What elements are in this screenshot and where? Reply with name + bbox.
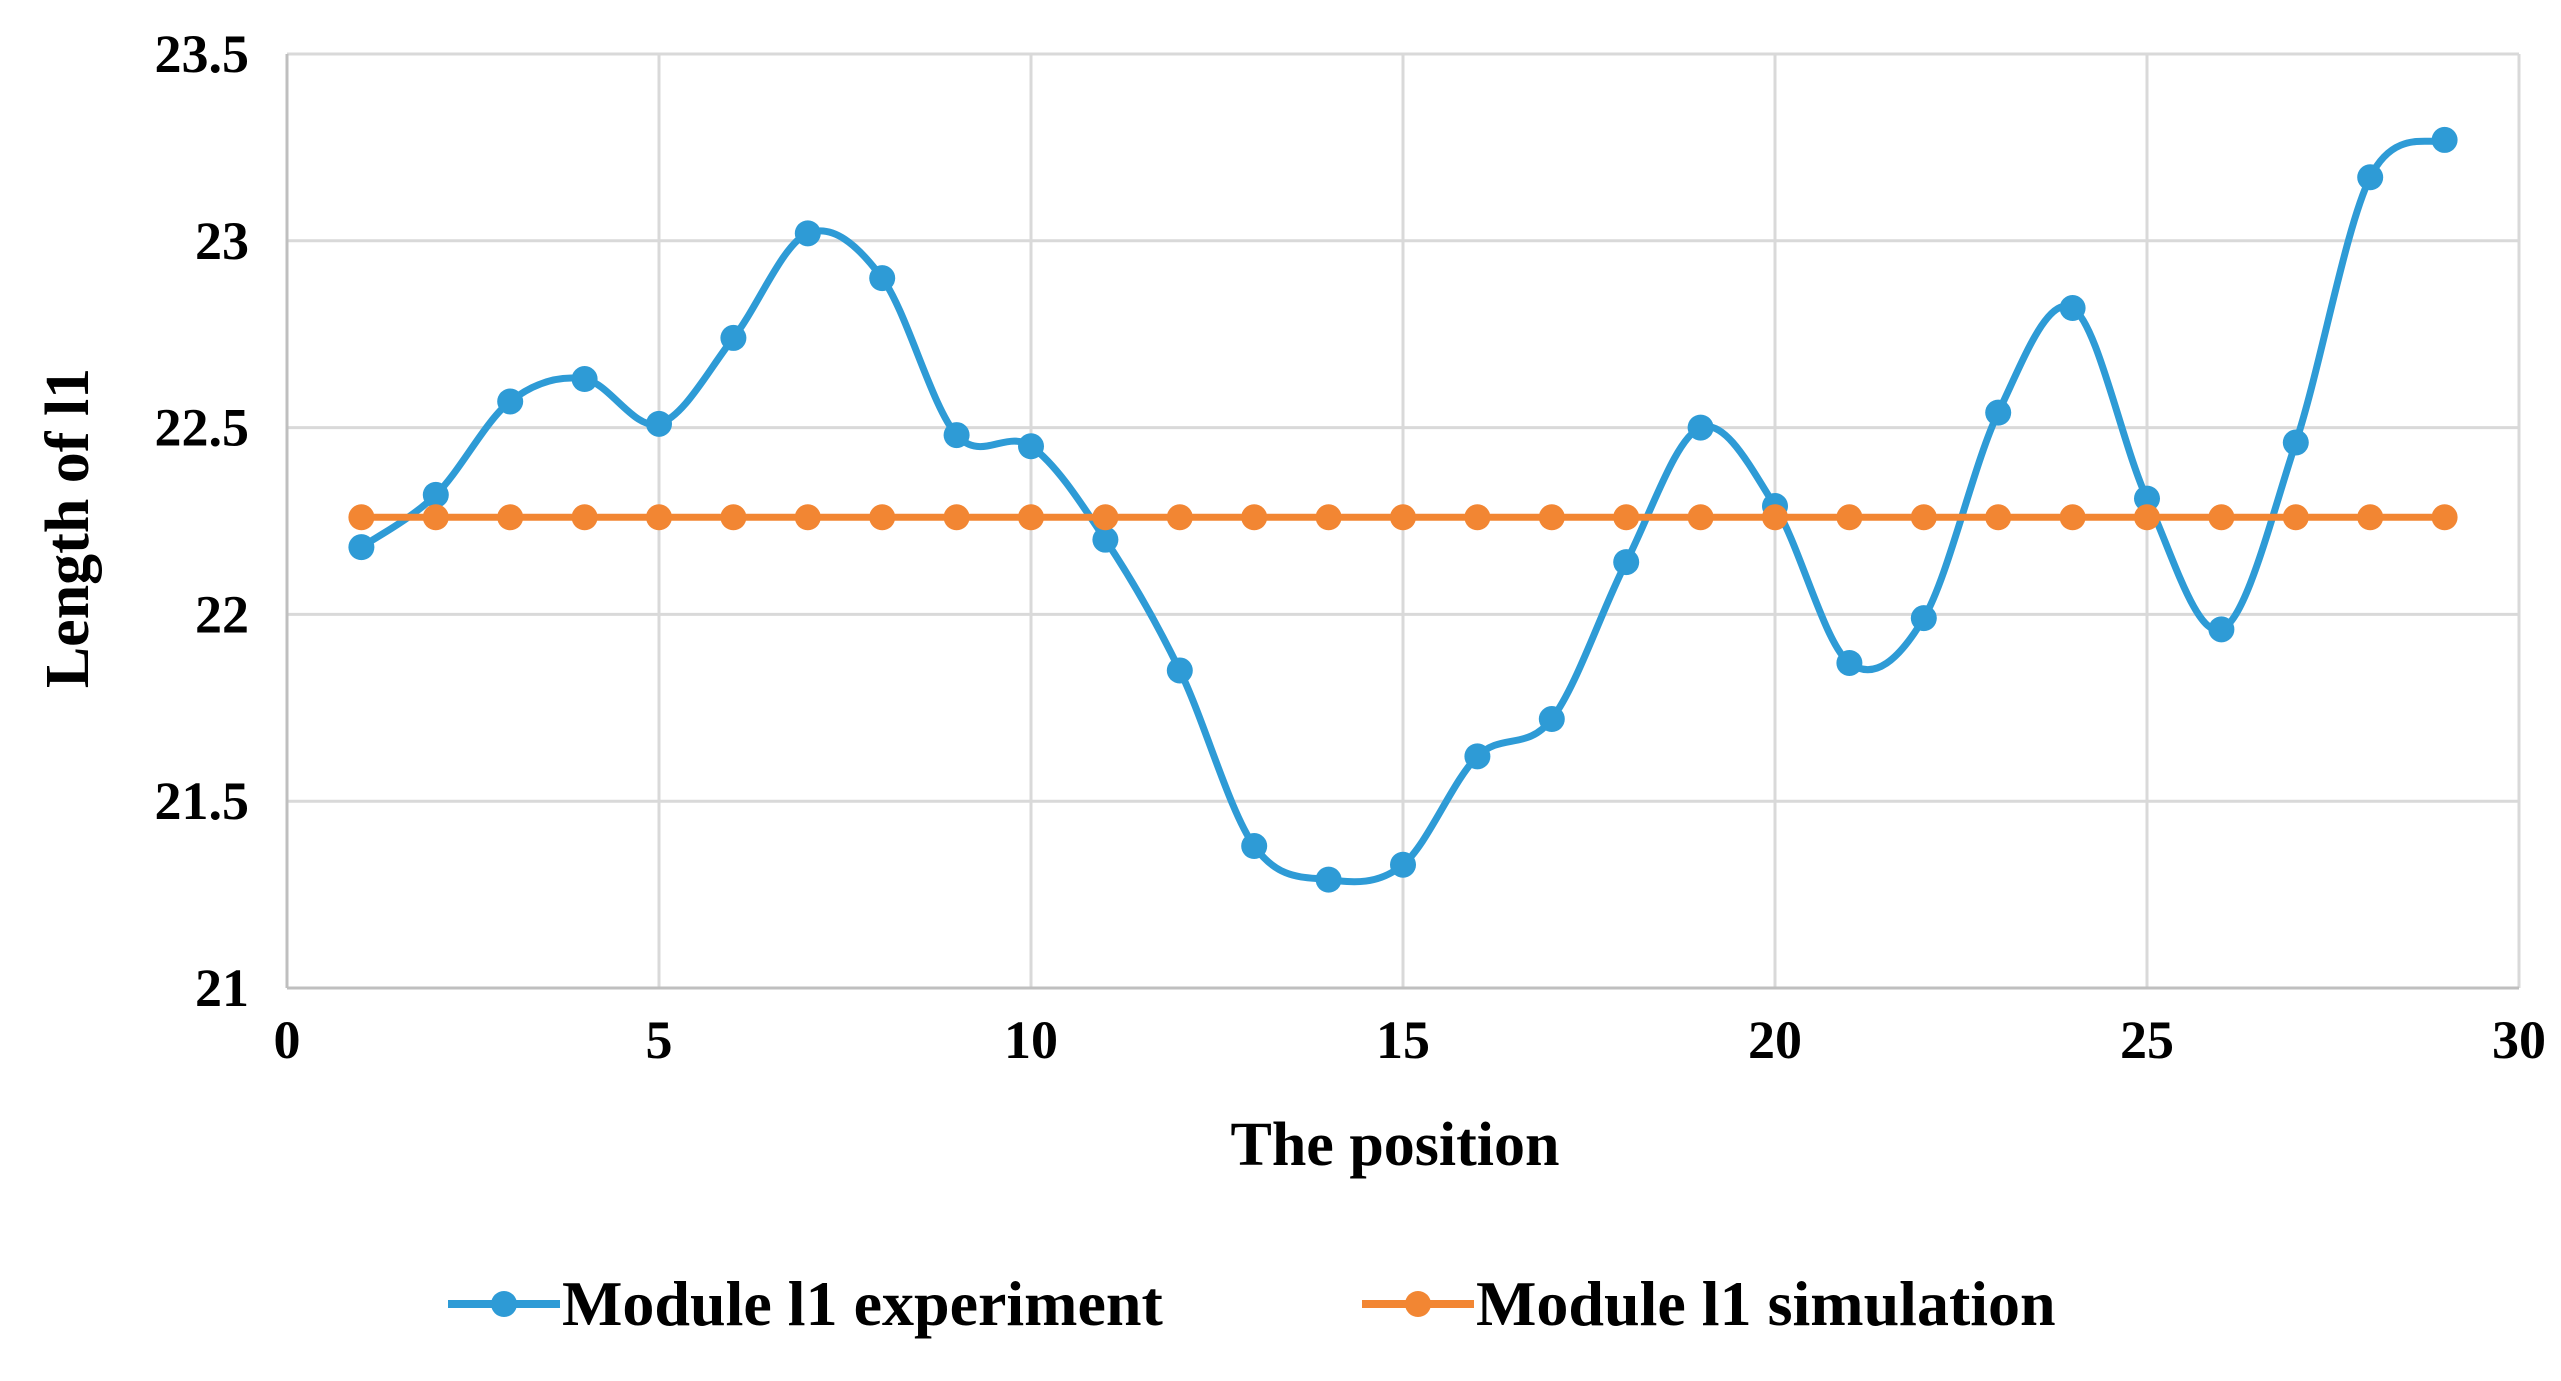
data-point-experiment <box>1018 433 1044 460</box>
data-point-experiment <box>794 220 821 247</box>
data-point-simulation <box>348 504 375 531</box>
data-point-simulation <box>422 504 449 531</box>
x-tick-label: 30 <box>2492 1010 2546 1070</box>
data-point-experiment <box>2282 429 2309 456</box>
data-point-experiment <box>1241 833 1268 860</box>
legend-item-experiment: Module l1 experiment <box>448 1268 1163 1339</box>
data-point-experiment <box>1985 399 2012 426</box>
data-point-simulation <box>1464 504 1491 531</box>
legend-marker-experiment <box>491 1291 517 1317</box>
x-tick-label: 0 <box>274 1010 301 1070</box>
data-point-experiment <box>348 534 375 561</box>
data-point-simulation <box>869 504 896 531</box>
data-point-simulation <box>2431 504 2458 531</box>
data-point-simulation <box>1538 504 1565 531</box>
data-point-experiment <box>2208 616 2235 643</box>
x-tick-label: 20 <box>1748 1010 1802 1070</box>
data-point-simulation <box>1315 504 1342 531</box>
data-point-experiment <box>646 410 672 437</box>
data-point-experiment <box>1166 657 1193 684</box>
x-axis-title: The position <box>1230 1111 1559 1179</box>
data-point-experiment <box>1464 743 1491 770</box>
data-point-simulation <box>1836 504 1863 531</box>
data-point-experiment <box>869 265 896 292</box>
data-point-simulation <box>2059 504 2086 531</box>
data-point-experiment <box>720 324 747 351</box>
data-point-experiment <box>1092 526 1119 553</box>
tick-labels: 0 5 10 15 20 25 30 21 21.5 22 22.5 23 23.5 <box>155 24 2547 1070</box>
data-point-simulation <box>497 504 524 531</box>
data-point-experiment <box>1910 605 1937 632</box>
y-tick-label: 21 <box>195 958 249 1018</box>
y-tick-label: 23.5 <box>155 24 250 84</box>
data-point-experiment <box>2134 485 2160 512</box>
data-point-simulation <box>1018 504 1044 531</box>
data-point-simulation <box>646 504 672 531</box>
data-point-simulation <box>1687 504 1714 531</box>
data-point-experiment <box>422 481 449 508</box>
x-tick-label: 10 <box>1004 1010 1058 1070</box>
data-point-experiment <box>1390 851 1416 878</box>
axes <box>285 54 2519 990</box>
data-point-simulation <box>720 504 747 531</box>
x-tick-label: 5 <box>646 1010 673 1070</box>
data-point-experiment <box>1613 549 1640 576</box>
y-axis-title: Length of l1 <box>34 368 102 688</box>
legend-marker-simulation <box>1405 1291 1431 1317</box>
data-point-experiment <box>1538 706 1565 733</box>
y-tick-label: 22.5 <box>155 398 250 458</box>
series <box>348 126 2458 893</box>
data-point-simulation <box>1985 504 2012 531</box>
data-point-simulation <box>1613 504 1640 531</box>
data-point-simulation <box>794 504 821 531</box>
data-point-simulation <box>2282 504 2309 531</box>
data-point-experiment <box>497 388 524 415</box>
x-tick-label: 25 <box>2120 1010 2174 1070</box>
data-point-experiment <box>1315 866 1342 893</box>
x-tick-label: 15 <box>1376 1010 1430 1070</box>
data-point-simulation <box>2208 504 2235 531</box>
data-point-simulation <box>1092 504 1119 531</box>
data-point-simulation <box>2357 504 2384 531</box>
data-point-simulation <box>2134 504 2160 531</box>
data-point-simulation <box>943 504 970 531</box>
data-point-experiment <box>2431 126 2458 153</box>
data-point-simulation <box>571 504 598 531</box>
data-point-simulation <box>1166 504 1193 531</box>
legend-item-simulation: Module l1 simulation <box>1362 1268 2056 1339</box>
legend-label-experiment: Module l1 experiment <box>562 1268 1163 1339</box>
data-point-experiment <box>571 366 598 393</box>
y-tick-label: 23 <box>195 211 249 271</box>
y-tick-label: 21.5 <box>155 771 250 831</box>
data-point-experiment <box>943 422 970 449</box>
legend: Module l1 experiment Module l1 simulatio… <box>448 1268 2056 1339</box>
data-point-simulation <box>1390 504 1416 531</box>
data-point-simulation <box>1910 504 1937 531</box>
data-point-experiment <box>2357 164 2384 191</box>
data-point-experiment <box>2059 295 2086 322</box>
data-point-simulation <box>1241 504 1268 531</box>
data-point-simulation <box>1762 504 1788 531</box>
data-point-experiment <box>1836 649 1863 676</box>
data-point-experiment <box>1687 414 1714 441</box>
legend-label-simulation: Module l1 simulation <box>1476 1268 2056 1339</box>
y-tick-label: 22 <box>195 584 249 644</box>
